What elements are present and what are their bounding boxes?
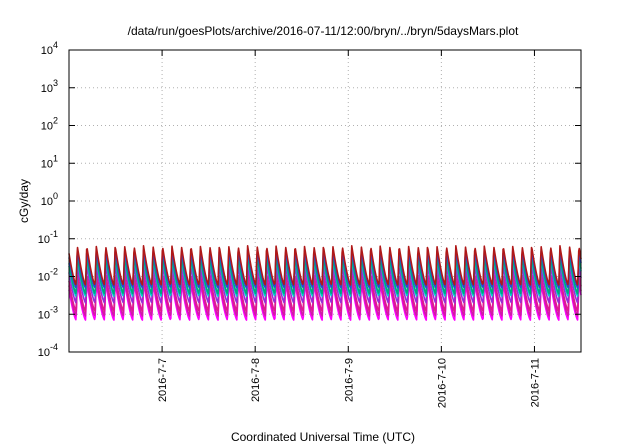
- y-axis-ticks: 10-4 10-3 10-2 10-1 100 101 102 103 104: [38, 40, 581, 359]
- y-tick-label: 10-4: [38, 342, 58, 359]
- y-tick-label: 102: [41, 116, 58, 133]
- x-tick-label: 2016-7-11: [529, 358, 541, 407]
- series-line: [68, 272, 582, 313]
- x-tick-label: 2016-7-9: [343, 358, 355, 402]
- series-line: [68, 245, 582, 286]
- chart-title: /data/run/goesPlots/archive/2016-07-11/1…: [128, 24, 519, 38]
- x-tick-label: 2016-7-7: [157, 358, 169, 402]
- y-tick-label: 103: [41, 78, 58, 95]
- y-tick-label: 10-1: [38, 229, 58, 246]
- y-tick-label: 101: [41, 153, 58, 170]
- y-tick-label: 100: [41, 191, 58, 208]
- series-lines: [68, 245, 582, 321]
- x-tick-label: 2016-7-8: [250, 358, 262, 402]
- series-line: [68, 277, 582, 317]
- y-tick-label: 10-3: [38, 304, 58, 321]
- y-tick-label: 104: [41, 40, 58, 57]
- grid: [69, 50, 581, 352]
- series-line: [68, 264, 582, 304]
- y-tick-label: 10-2: [38, 267, 58, 284]
- series-line: [68, 255, 582, 295]
- x-axis-label: Coordinated Universal Time (UTC): [231, 430, 415, 444]
- x-axis-ticks: 2016-7-7 2016-7-8 2016-7-9 2016-7-10 2016-7-…: [157, 50, 541, 408]
- y-axis-label: cGy/day: [17, 179, 31, 223]
- x-tick-label: 2016-7-10: [436, 358, 448, 408]
